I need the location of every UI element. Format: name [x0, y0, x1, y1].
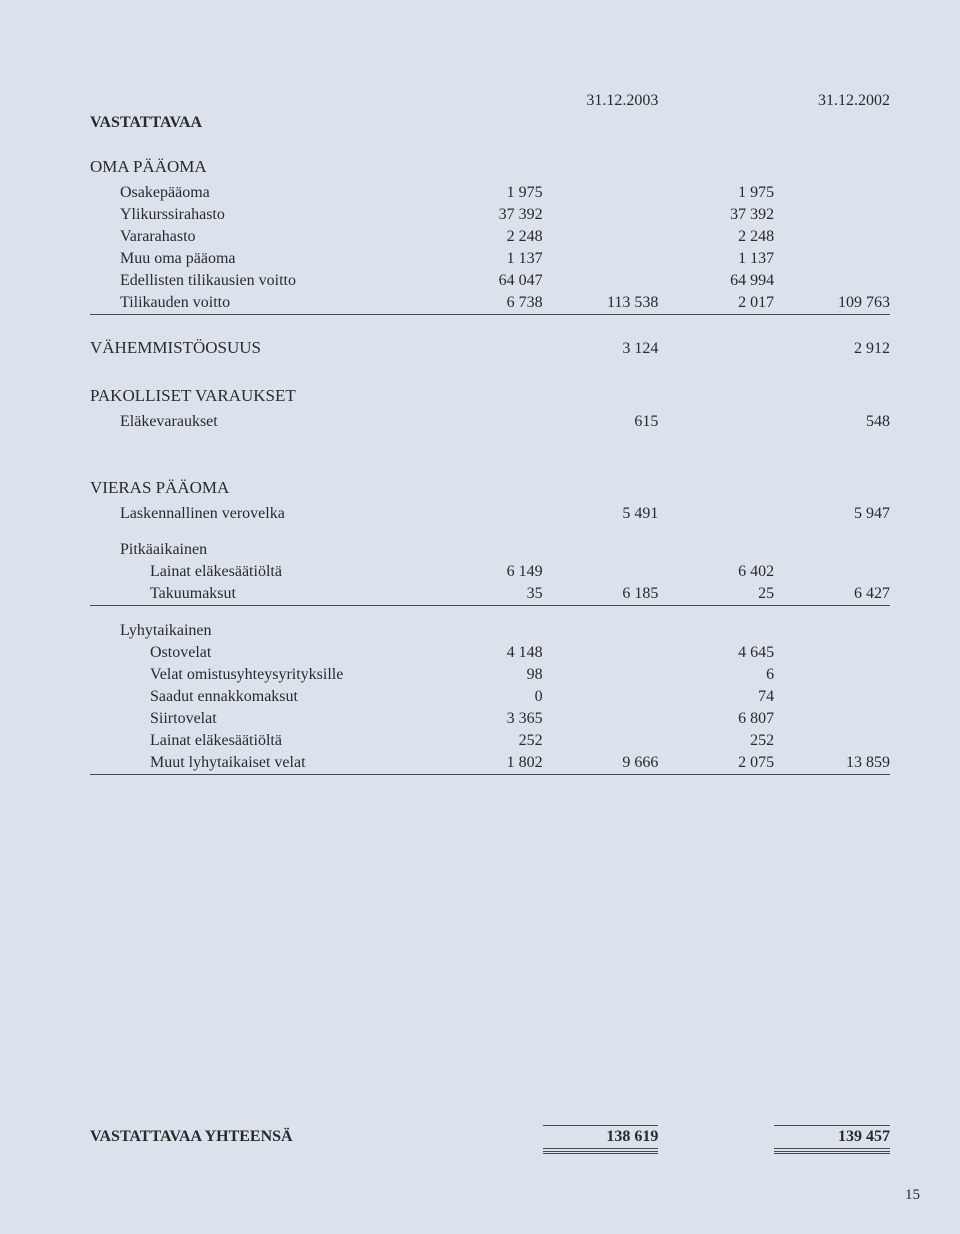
- cell: 6 149: [427, 561, 543, 583]
- subsection-lyhytaikainen: Lyhytaikainen: [90, 620, 427, 642]
- cell: 37 392: [658, 204, 774, 226]
- cell: 3 365: [427, 708, 543, 730]
- row-label: Siirtovelat: [90, 708, 427, 730]
- cell: 1 802: [427, 752, 543, 775]
- cell: 6 427: [774, 583, 890, 606]
- balance-sheet-liabilities: 31.12.2003 31.12.2002 VASTATTAVAA OMA PÄ…: [0, 90, 960, 1154]
- cell: 64 994: [658, 270, 774, 292]
- row-label: Saadut ennakkomaksut: [90, 686, 427, 708]
- cell: 2 912: [774, 329, 890, 363]
- cell: 35: [427, 583, 543, 606]
- row-label: Lainat eläkesäätiöltä: [90, 730, 427, 752]
- cell: 4 148: [427, 642, 543, 664]
- row-label: Ylikurssirahasto: [90, 204, 427, 226]
- row-label: Vararahasto: [90, 226, 427, 248]
- cell: 1 975: [658, 182, 774, 204]
- cell: 4 645: [658, 642, 774, 664]
- cell: 3 124: [543, 329, 659, 363]
- row-label: Tilikauden voitto: [90, 292, 427, 315]
- row-label: Muu oma pääoma: [90, 248, 427, 270]
- col-header-2002: 31.12.2002: [774, 90, 890, 112]
- row-label: Takuumaksut: [90, 583, 427, 606]
- total-2002: 139 457: [774, 1126, 890, 1149]
- col-header-2003: 31.12.2003: [543, 90, 659, 112]
- row-label: Laskennallinen verovelka: [90, 503, 427, 525]
- cell: 2 075: [658, 752, 774, 775]
- cell: 64 047: [427, 270, 543, 292]
- cell: 1 975: [427, 182, 543, 204]
- section-oma-paaoma: OMA PÄÄOMA: [90, 148, 427, 182]
- row-label: Edellisten tilikausien voitto: [90, 270, 427, 292]
- row-label: Lainat eläkesäätiöltä: [90, 561, 427, 583]
- cell: 98: [427, 664, 543, 686]
- cell: 2 248: [658, 226, 774, 248]
- cell: 252: [427, 730, 543, 752]
- total-label: VASTATTAVAA YHTEENSÄ: [90, 1126, 427, 1149]
- cell: 6 807: [658, 708, 774, 730]
- section-pakolliset-varaukset: PAKOLLISET VARAUKSET: [90, 377, 427, 411]
- subsection-pitkaaikainen: Pitkäaikainen: [90, 539, 427, 561]
- cell: 548: [774, 411, 890, 433]
- cell: 74: [658, 686, 774, 708]
- page-title: VASTATTAVAA: [90, 112, 427, 134]
- row-label: Osakepääoma: [90, 182, 427, 204]
- financial-table: 31.12.2003 31.12.2002 VASTATTAVAA OMA PÄ…: [90, 90, 890, 1154]
- cell: 6 402: [658, 561, 774, 583]
- cell: 2 017: [658, 292, 774, 315]
- cell: 6: [658, 664, 774, 686]
- section-vahemmistoosuus: VÄHEMMISTÖOSUUS: [90, 329, 427, 363]
- row-label: Ostovelat: [90, 642, 427, 664]
- cell: 1 137: [427, 248, 543, 270]
- cell: 109 763: [774, 292, 890, 315]
- row-label: Velat omistusyhteysyrityksille: [90, 664, 427, 686]
- cell: 5 491: [543, 503, 659, 525]
- cell: 6 185: [543, 583, 659, 606]
- page-number: 15: [905, 1187, 920, 1204]
- cell: 9 666: [543, 752, 659, 775]
- cell: 25: [658, 583, 774, 606]
- cell: 37 392: [427, 204, 543, 226]
- row-label: Eläkevaraukset: [90, 411, 427, 433]
- cell: 252: [658, 730, 774, 752]
- cell: 615: [543, 411, 659, 433]
- cell: 5 947: [774, 503, 890, 525]
- section-vieras-paaoma: VIERAS PÄÄOMA: [90, 469, 427, 503]
- cell: 2 248: [427, 226, 543, 248]
- cell: 0: [427, 686, 543, 708]
- cell: 13 859: [774, 752, 890, 775]
- total-2003: 138 619: [543, 1126, 659, 1149]
- row-label: Muut lyhytaikaiset velat: [90, 752, 427, 775]
- cell: 1 137: [658, 248, 774, 270]
- cell: 6 738: [427, 292, 543, 315]
- cell: 113 538: [543, 292, 659, 315]
